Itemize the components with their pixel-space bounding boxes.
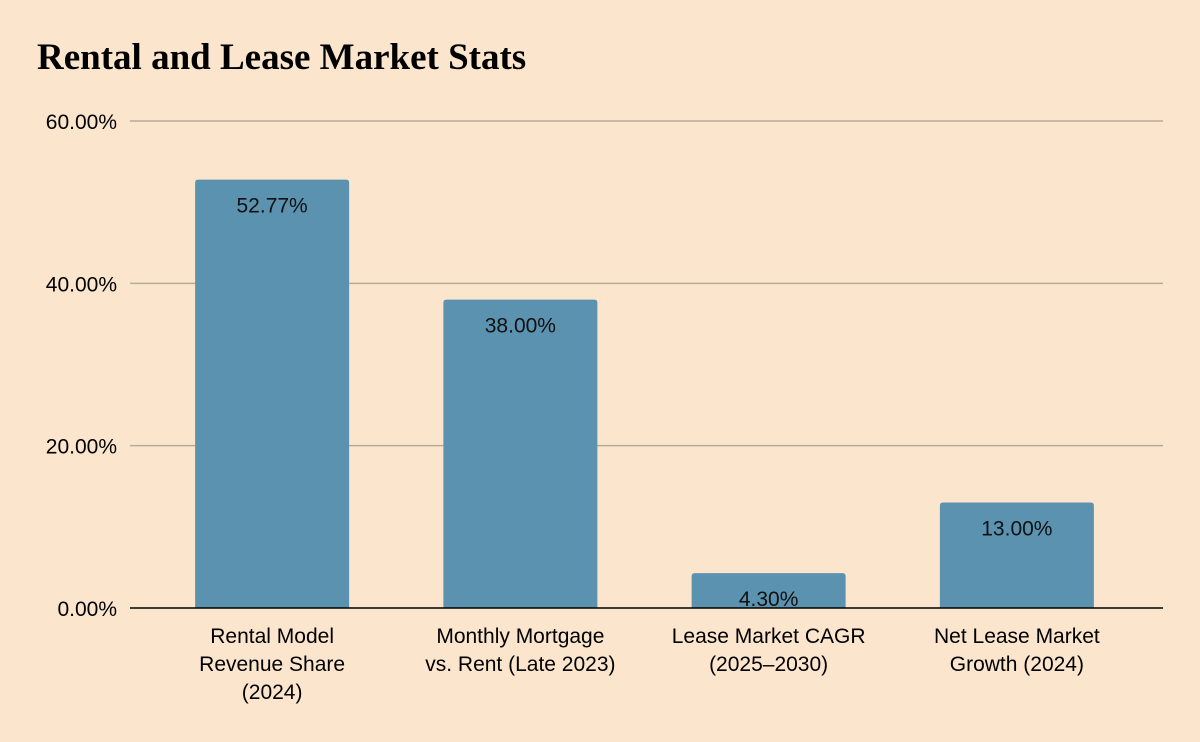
data-label: 52.77% xyxy=(237,195,308,218)
bar xyxy=(691,573,846,608)
y-tick-label: 0.00% xyxy=(57,598,117,621)
x-tick-label: Lease Market CAGR (2025–2030) xyxy=(672,625,866,676)
data-label: 38.00% xyxy=(485,315,556,338)
bar xyxy=(443,299,598,608)
x-tick-label: Monthly Mortgage vs. Rent (Late 2023) xyxy=(425,625,615,676)
x-tick-label: Rental Model Revenue Share (2024) xyxy=(199,625,345,704)
bar xyxy=(939,502,1094,608)
y-tick-label: 20.00% xyxy=(46,436,117,459)
y-tick-label: 40.00% xyxy=(46,273,117,296)
bar xyxy=(195,179,350,608)
x-tick-label: Net Lease Market Growth (2024) xyxy=(934,625,1100,676)
data-label: 13.00% xyxy=(981,517,1052,540)
data-label: 4.30% xyxy=(739,588,799,611)
chart-title: Rental and Lease Market Stats xyxy=(37,37,527,78)
y-tick-label: 60.00% xyxy=(46,111,117,134)
